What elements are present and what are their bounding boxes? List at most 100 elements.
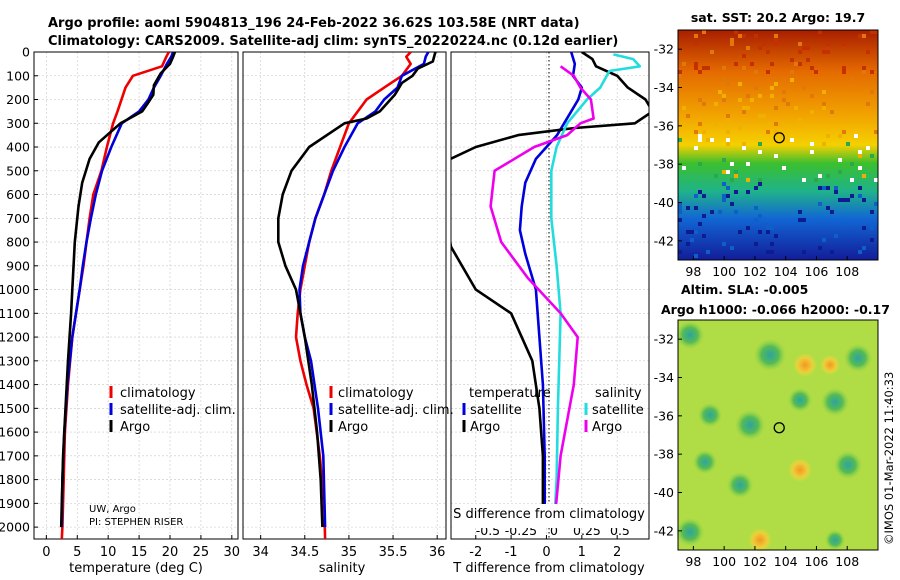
sst-pixel (706, 138, 710, 142)
sst-pixel (814, 178, 818, 182)
sst-pixel (874, 178, 878, 182)
sst-pixel (774, 106, 778, 110)
lon-tick-label: 106 (805, 554, 829, 569)
sst-pixel (738, 230, 742, 234)
temperature-grid (34, 51, 238, 539)
sla-anomaly (698, 403, 722, 427)
sst-pixel (798, 218, 802, 222)
sst-pixel (718, 90, 722, 94)
sst-pixel (826, 42, 830, 46)
depth-tick-labels: 0 100 200 300 400 500 600 700 800 900 1000 1100 1200… (0, 45, 38, 535)
x-tick-label: 36 (429, 545, 446, 560)
lat-tick-label: -32 (654, 332, 674, 347)
sst-pixel (774, 154, 778, 158)
sst-pixel (798, 118, 802, 122)
y-tick-label: 0 (22, 45, 30, 60)
sst-pixel (850, 194, 854, 198)
sst-pixel (850, 178, 854, 182)
difference-series (451, 52, 649, 528)
salinity-axis-label: salinity (319, 561, 366, 576)
sst-pixel (830, 210, 834, 214)
sst-pixel (766, 230, 770, 234)
sst-pixel (694, 62, 698, 66)
sst-pixel (742, 142, 746, 146)
sst-pixel (698, 222, 702, 226)
sst-pixel (778, 122, 782, 126)
lat-tick-label: -34 (654, 370, 674, 385)
y-tick-label: 1000 (0, 282, 30, 297)
sst-pixel (722, 198, 726, 202)
sst-pixel (754, 86, 758, 90)
sst-pixel (798, 210, 802, 214)
sst-pixel (770, 226, 774, 230)
x-tick-label: -1 (505, 545, 518, 560)
sst-pixel (690, 238, 694, 242)
argo-float-marker (773, 422, 785, 434)
sst-pixel (782, 78, 786, 82)
legend-label-argo: Argo (338, 420, 368, 435)
sst-pixel (694, 254, 698, 258)
sst-pixel (714, 174, 718, 178)
sst-pixel (718, 210, 722, 214)
sst-pixel (698, 134, 702, 138)
sst-pixel (678, 218, 682, 222)
sst-pixel (722, 242, 726, 246)
sst-pixel (830, 110, 834, 114)
sla-anomaly (825, 530, 845, 550)
sla-anomaly (693, 450, 717, 474)
sst-pixel (706, 66, 710, 70)
lat-tick-label: -42 (654, 233, 674, 248)
sst-pixel (722, 98, 726, 102)
sst-pixel (846, 142, 850, 146)
sst-pixel (694, 146, 698, 150)
sst-pixel (722, 182, 726, 186)
sst-pixel (826, 134, 830, 138)
sla-map-panel: Altim. SLA: -0.005 Argo h1000: -0.066 h2… (654, 282, 890, 569)
sst-pixel (774, 42, 778, 46)
y-tick-label: 1500 (0, 401, 30, 416)
x-tick-label: -2 (469, 545, 482, 560)
sst-pixel (766, 250, 770, 254)
sst-pixel (850, 162, 854, 166)
sst-pixel (866, 102, 870, 106)
sst-pixel (874, 202, 878, 206)
sla-anomaly (676, 518, 704, 546)
header-line-2: Climatology: CARS2009. Satellite-adj cli… (48, 34, 618, 49)
sst-pixel (806, 58, 810, 62)
temperature-axis-label: temperature (deg C) (69, 561, 203, 576)
sst-pixel (862, 198, 866, 202)
legend-title-salinity: salinity (595, 386, 642, 401)
sst-pixel (750, 98, 754, 102)
series-line-temperature-argo (451, 52, 649, 528)
lon-tick-label: 98 (685, 264, 701, 279)
sla-anomaly (821, 388, 849, 416)
sst-pixel (810, 66, 814, 70)
difference-panel: -2 -1 0 1 2 -0.5 -0.25 0 0.25 0.5 S difference f… (450, 51, 650, 576)
lon-tick-label: 100 (712, 554, 736, 569)
sst-map-frame (677, 29, 879, 261)
sst-pixel (678, 74, 682, 78)
sst-pixel (678, 138, 682, 142)
sst-pixel (694, 130, 698, 134)
y-tick-label: 500 (6, 163, 30, 178)
sst-pixel (746, 178, 750, 182)
sst-pixel (770, 62, 774, 66)
temperature-axes-frame (33, 51, 239, 540)
lat-tick-label: -40 (654, 195, 674, 210)
sst-pixel (702, 66, 706, 70)
sst-pixel (686, 242, 690, 246)
sst-pixel (862, 174, 866, 178)
sst-pixel (782, 166, 786, 170)
sst-pixel (742, 110, 746, 114)
sst-pixel (722, 170, 726, 174)
sst-pixel (726, 186, 730, 190)
sst-pixel (702, 234, 706, 238)
sst-pixel (818, 186, 822, 190)
sst-map-title: sat. SST: 20.2 Argo: 19.7 (691, 10, 865, 25)
y-tick-label: 800 (6, 235, 30, 250)
sst-pixel (694, 66, 698, 70)
difference-axes-frame (450, 51, 650, 540)
sst-pixel (826, 186, 830, 190)
sst-pixel (862, 226, 866, 230)
sst-pixel (710, 50, 714, 54)
